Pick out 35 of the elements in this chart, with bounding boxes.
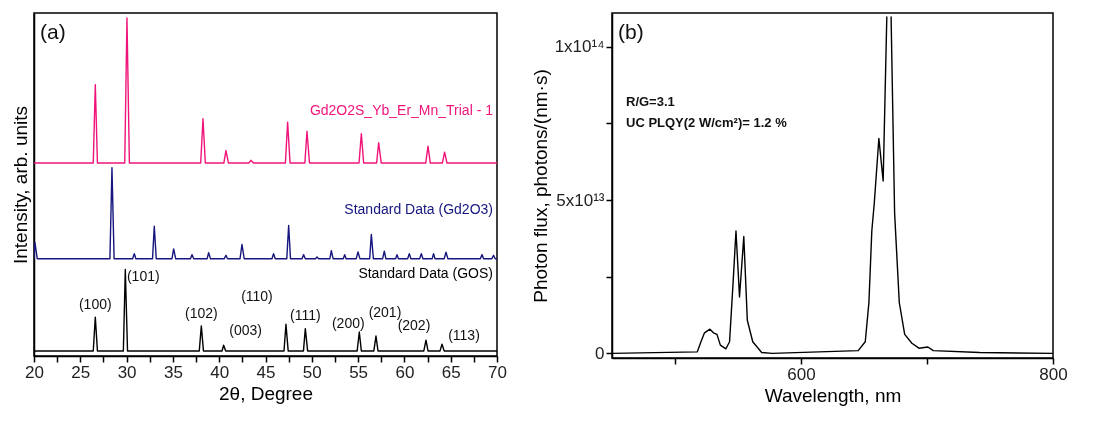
x-tick-label: 25 bbox=[71, 362, 91, 382]
annotation: (101) bbox=[126, 268, 160, 285]
series-label: Gd2O2S_Yb_Er_Mn_Trial - 1 bbox=[309, 102, 494, 119]
x-tick-label: 35 bbox=[163, 362, 183, 382]
x-tick-label: 30 bbox=[117, 362, 137, 382]
x-tick-label: 70 bbox=[488, 362, 507, 382]
x-tick-label: 55 bbox=[349, 362, 369, 382]
text: Standard Data (GOS) bbox=[358, 264, 493, 281]
annotation: (200) bbox=[331, 315, 365, 332]
annotation: (111) bbox=[290, 306, 321, 323]
y-tick-label: 5x10¹³ bbox=[556, 190, 605, 210]
y-axis-title: Photon flux, photons/(nm·s) bbox=[529, 69, 551, 303]
x-axis-title: Wavelength, nm bbox=[764, 384, 902, 406]
x-tick-label: 40 bbox=[210, 362, 230, 382]
x-tick-label: 60 bbox=[395, 362, 415, 382]
annotation: (113) bbox=[448, 327, 480, 344]
annotation: (a) bbox=[40, 20, 66, 43]
annotation: (100) bbox=[78, 296, 112, 313]
x-tick-label: 20 bbox=[25, 362, 44, 382]
text: Standard Data (Gd2O3) bbox=[344, 200, 493, 217]
x-tick-label: 50 bbox=[302, 362, 322, 382]
annotation: R/G=3.1 bbox=[626, 94, 675, 109]
x-tick-label: 600 bbox=[787, 364, 816, 384]
annotation: UC PLQY(2 W/cm²)= 1.2 % bbox=[626, 115, 788, 130]
annotation: (b) bbox=[618, 20, 644, 43]
annotation: (102) bbox=[184, 304, 218, 321]
y-tick-label: 1x10¹⁴ bbox=[554, 37, 605, 57]
y-axis-title: Intensity, arb. units bbox=[9, 105, 31, 265]
y-tick-label: 0 bbox=[595, 343, 605, 363]
x-tick-label: 45 bbox=[256, 362, 276, 382]
x-axis-title: 2θ, Degree bbox=[218, 382, 314, 404]
x-tick-label: 800 bbox=[1039, 364, 1068, 384]
annotation: (003) bbox=[229, 322, 262, 339]
annotation: (110) bbox=[241, 288, 273, 305]
x-tick-label: 65 bbox=[441, 362, 461, 382]
